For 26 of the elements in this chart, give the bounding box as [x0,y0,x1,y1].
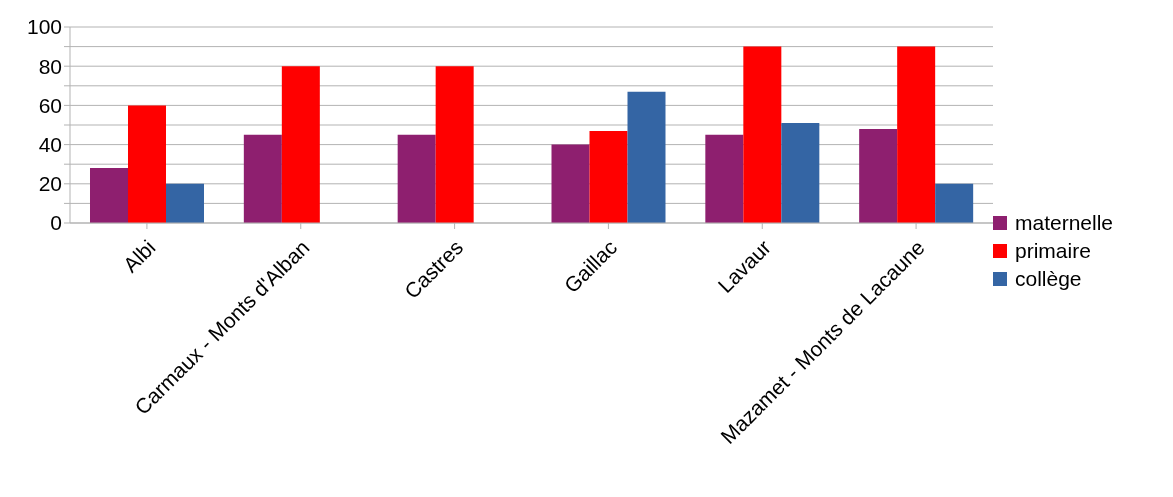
bar [743,46,782,223]
bar [627,91,666,223]
legend-label: collège [1015,266,1082,291]
bar [397,134,436,223]
bar [281,66,320,223]
legend-label: primaire [1015,238,1091,263]
y-tick-label: 60 [38,93,62,117]
bar [435,66,474,223]
bar [935,183,974,223]
x-tick-label: Albi [118,235,160,277]
bar [859,128,898,223]
bar [243,134,282,223]
bar [551,144,590,223]
bar [781,123,820,223]
y-tick-label: 40 [38,133,62,157]
y-tick-label: 20 [38,172,62,196]
legend-label: maternelle [1015,210,1114,235]
bar [128,105,166,223]
bar [897,46,936,223]
bar [589,130,628,223]
bar [166,183,204,223]
y-tick-label: 0 [50,211,62,235]
bar [90,168,128,223]
y-tick-label: 100 [26,15,62,39]
y-tick-label: 80 [38,54,62,78]
bar [705,134,744,223]
